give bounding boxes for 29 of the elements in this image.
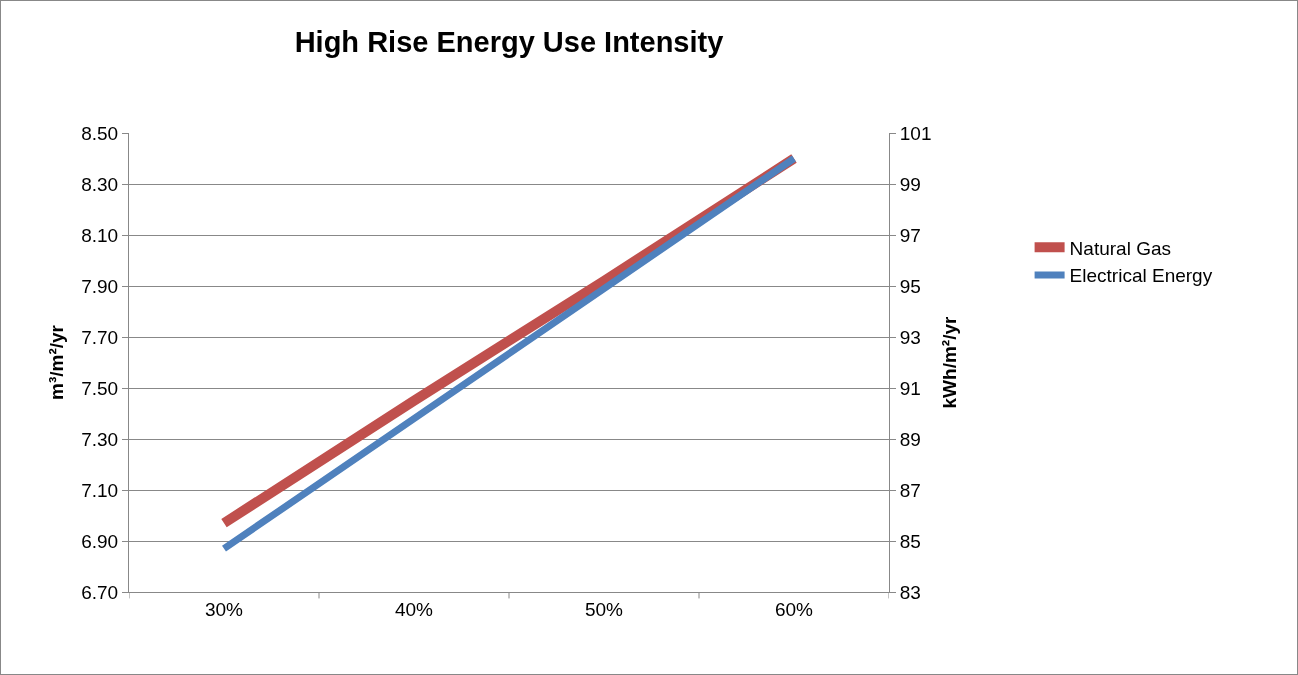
chart-title: High Rise Energy Use Intensity [294, 25, 724, 58]
y-tick-label: 6.70 [81, 581, 119, 603]
y2-tick-label: 97 [899, 224, 921, 246]
x-tick-label: 40% [394, 598, 434, 620]
y-tick-label: 7.10 [81, 479, 119, 501]
legend-label: Electrical Energy [1069, 265, 1213, 287]
y-tick-label: 7.30 [81, 428, 119, 450]
y2-tick-label: 101 [899, 122, 932, 144]
y2-tick-label: 89 [899, 428, 921, 450]
y-tick-label: 6.90 [81, 530, 119, 552]
y2-tick-label: 83 [899, 581, 921, 603]
y-tick-label: 8.50 [81, 122, 119, 144]
x-tick-label: 30% [204, 598, 244, 620]
y2-tick-label: 93 [899, 326, 921, 348]
legend-label: Natural Gas [1069, 237, 1171, 259]
y-tick-label: 8.10 [81, 224, 119, 246]
y2-tick-label: 99 [899, 173, 921, 195]
y2-tick-label: 91 [899, 377, 921, 399]
y-tick-label: 8.30 [81, 173, 119, 195]
y2-tick-label: 87 [899, 479, 921, 501]
y-tick-label: 7.90 [81, 275, 119, 297]
y-tick-label: 7.50 [81, 377, 119, 399]
y2-axis-title: kWh/m²/yr [939, 315, 961, 409]
y2-tick-label: 85 [899, 530, 921, 552]
y2-tick-label: 95 [899, 275, 921, 297]
y-tick-label: 7.70 [81, 326, 119, 348]
y-axis-title: m³/m²/yr [46, 324, 68, 400]
x-tick-label: 60% [774, 598, 814, 620]
x-tick-label: 50% [584, 598, 624, 620]
